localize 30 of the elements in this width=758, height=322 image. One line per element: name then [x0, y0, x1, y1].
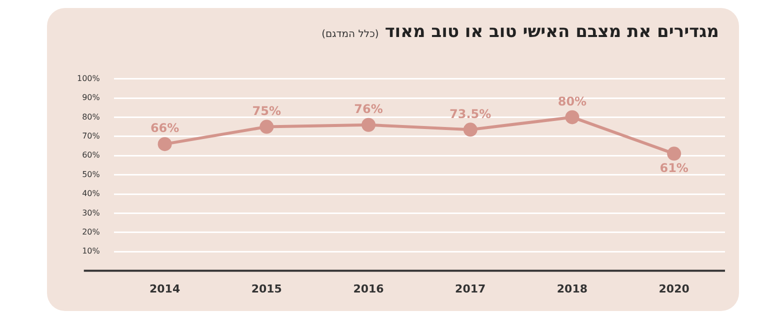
text: 66%	[150, 121, 180, 136]
point	[158, 137, 172, 152]
point	[260, 120, 274, 134]
x-tick-label: 2020	[658, 282, 690, 296]
text: 76%	[354, 102, 383, 116]
point	[463, 122, 478, 137]
text: 75%	[252, 104, 282, 118]
x-tick-label: 2018	[556, 282, 588, 296]
y-tick-label: 70%	[82, 131, 100, 140]
point	[362, 118, 376, 132]
text: 73.5%	[450, 106, 492, 121]
y-tick-label: 30%	[82, 208, 100, 218]
y-tick-label: 10%	[82, 246, 100, 256]
y-tick-label: 40%	[82, 189, 100, 198]
point	[667, 146, 682, 161]
x-tick-label: 2015	[251, 282, 282, 296]
y-tick-label: 50%	[82, 170, 100, 179]
x-tick-label: 2017	[455, 282, 486, 296]
text: 80%	[558, 94, 587, 108]
y-tick-label: 80%	[82, 112, 100, 122]
y-tick-label: 60%	[82, 150, 100, 160]
y-tick-label: 90%	[82, 93, 100, 102]
text: 61%	[660, 160, 688, 175]
point	[565, 110, 580, 124]
y-tick-label: 20%	[82, 227, 100, 236]
x-tick-label: 2016	[353, 282, 384, 296]
y-tick-label: 100%	[76, 74, 100, 83]
x-tick-label: 2014	[149, 282, 180, 296]
chart-title: מגדירים את מצבם האישי טוב או טוב מאוד	[384, 22, 719, 42]
chart-subtitle: (כלל המדגם)	[322, 29, 379, 40]
